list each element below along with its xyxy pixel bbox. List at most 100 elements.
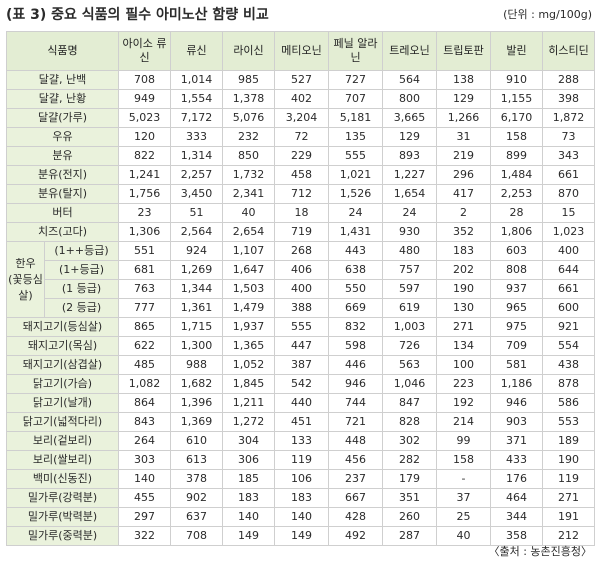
value-cell: 191 <box>542 507 595 527</box>
value-cell: 721 <box>328 412 383 432</box>
food-name-cell: 분유(전지) <box>6 165 119 185</box>
food-name-cell: 돼지고기(등심살) <box>6 317 119 337</box>
table-row: (1+등급) 681 1,269 1,647 406 638 757 202 808 644 <box>7 260 595 280</box>
value-cell: 388 <box>274 298 329 318</box>
value-cell: 448 <box>328 431 383 451</box>
value-cell: 637 <box>170 507 223 527</box>
value-cell: - <box>436 469 491 489</box>
value-cell: 185 <box>222 469 275 489</box>
value-cell: 282 <box>382 450 437 470</box>
value-cell: 440 <box>274 393 329 413</box>
value-cell: 800 <box>382 89 437 109</box>
column-header: 아이소 류신 <box>118 31 171 71</box>
value-cell: 15 <box>542 203 595 223</box>
table-row: 밀가루(강력분) 455 902 183 183 667 351 37 464 271 <box>6 488 595 508</box>
food-name-cell: 닭고기(날개) <box>6 393 119 413</box>
value-cell: 343 <box>542 146 595 166</box>
value-cell: 183 <box>436 241 491 261</box>
column-header: 발린 <box>490 31 543 71</box>
value-cell: 268 <box>274 241 329 261</box>
value-cell: 433 <box>490 450 543 470</box>
value-cell: 456 <box>328 450 383 470</box>
value-cell: 1,003 <box>382 317 437 337</box>
food-name-cell: 달걀(가루) <box>6 108 119 128</box>
value-cell: 140 <box>118 469 171 489</box>
table-row: 달걀, 난백 708 1,014 985 527 727 564 138 910 288 <box>6 70 595 90</box>
value-cell: 924 <box>170 241 223 261</box>
value-cell: 1,369 <box>170 412 223 432</box>
value-cell: 949 <box>118 89 171 109</box>
value-cell: 719 <box>274 222 329 242</box>
value-cell: 322 <box>118 526 171 546</box>
value-cell: 527 <box>274 70 329 90</box>
value-cell: 190 <box>542 450 595 470</box>
value-cell: 669 <box>328 298 383 318</box>
value-cell: 447 <box>274 336 329 356</box>
value-cell: 3,204 <box>274 108 329 128</box>
value-cell: 808 <box>490 260 543 280</box>
value-cell: 264 <box>118 431 171 451</box>
value-cell: 333 <box>170 127 223 147</box>
value-cell: 988 <box>170 355 223 375</box>
value-cell: 1,756 <box>118 184 171 204</box>
value-cell: 757 <box>382 260 437 280</box>
value-cell: 1,211 <box>222 393 275 413</box>
unit-label: (단위 : mg/100g) <box>503 8 592 21</box>
value-cell: 40 <box>436 526 491 546</box>
source-note: 〈출처 : 농촌진흥청〉 <box>488 545 592 558</box>
value-cell: 297 <box>118 507 171 527</box>
column-header: 페닐 알라닌 <box>328 31 383 71</box>
group-cell: 한우 (꽃등심 살) <box>6 241 45 318</box>
value-cell: 202 <box>436 260 491 280</box>
table-row: 한우 (꽃등심 살) (1++등급) 551 924 1,107 268 443 480 183… <box>6 241 595 318</box>
value-cell: 5,076 <box>222 108 275 128</box>
value-cell: 24 <box>382 203 437 223</box>
food-name-cell: 분유(탈지) <box>6 184 119 204</box>
value-cell: 1,937 <box>222 317 275 337</box>
value-cell: 296 <box>436 165 491 185</box>
value-cell: 446 <box>328 355 383 375</box>
value-cell: 661 <box>542 165 595 185</box>
value-cell: 1,023 <box>542 222 595 242</box>
value-cell: 229 <box>274 146 329 166</box>
value-cell: 212 <box>542 526 595 546</box>
value-cell: 344 <box>490 507 543 527</box>
value-cell: 140 <box>222 507 275 527</box>
table-body: 달걀, 난백 708 1,014 985 527 727 564 138 910 288 달걀, 난… <box>6 70 595 546</box>
table-row: 백미(신동진) 140 378 185 106 237 179-176 119 <box>6 469 595 489</box>
value-cell: 304 <box>222 431 275 451</box>
value-cell: 551 <box>118 241 171 261</box>
value-cell: 726 <box>382 336 437 356</box>
table-row: 밀가루(박력분) 297 637 140 140 428 260 25 344 191 <box>6 507 595 527</box>
table-row: 버터 23 51 40 18 24 24 2 28 15 <box>6 203 595 223</box>
value-cell: 149 <box>274 526 329 546</box>
food-name-cell: (1 등급) <box>44 279 119 299</box>
food-name-cell: 밀가루(강력분) <box>6 488 119 508</box>
value-cell: 1,314 <box>170 146 223 166</box>
value-cell: 708 <box>170 526 223 546</box>
value-cell: 1,014 <box>170 70 223 90</box>
value-cell: 2 <box>436 203 491 223</box>
value-cell: 1,107 <box>222 241 275 261</box>
value-cell: 563 <box>382 355 437 375</box>
value-cell: 1,503 <box>222 279 275 299</box>
value-cell: 554 <box>542 336 595 356</box>
value-cell: 138 <box>436 70 491 90</box>
value-cell: 219 <box>436 146 491 166</box>
value-cell: 613 <box>170 450 223 470</box>
value-cell: 25 <box>436 507 491 527</box>
table-row: 달걀, 난황 949 1,554 1,378 402 707 800 129 1,155 398 <box>6 89 595 109</box>
value-cell: 1,845 <box>222 374 275 394</box>
value-cell: 398 <box>542 89 595 109</box>
food-name-cell: 밀가루(중력분) <box>6 526 119 546</box>
value-cell: 744 <box>328 393 383 413</box>
value-cell: 2,257 <box>170 165 223 185</box>
value-cell: 306 <box>222 450 275 470</box>
value-cell: 6,170 <box>490 108 543 128</box>
value-cell: 192 <box>436 393 491 413</box>
value-cell: 5,181 <box>328 108 383 128</box>
value-cell: 464 <box>490 488 543 508</box>
value-cell: 288 <box>542 70 595 90</box>
column-header: 트레오닌 <box>382 31 437 71</box>
value-cell: 902 <box>170 488 223 508</box>
